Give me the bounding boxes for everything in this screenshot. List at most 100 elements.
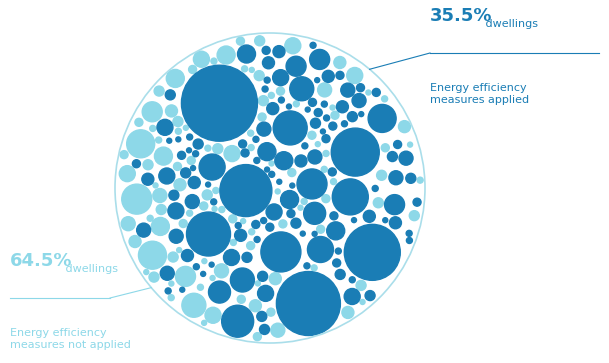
Circle shape [157,204,166,215]
Circle shape [406,237,412,244]
Circle shape [229,215,237,223]
Circle shape [267,103,279,115]
Circle shape [347,112,357,122]
Circle shape [188,176,200,188]
Circle shape [359,111,364,117]
Circle shape [168,252,178,262]
Circle shape [287,209,295,217]
Circle shape [413,198,421,206]
Circle shape [178,151,186,159]
Circle shape [253,136,259,142]
Circle shape [186,148,191,153]
Circle shape [308,150,322,164]
Circle shape [356,84,365,92]
Circle shape [335,269,345,280]
Circle shape [373,198,383,208]
Circle shape [119,166,135,182]
Circle shape [241,149,249,157]
Circle shape [202,321,206,325]
Circle shape [269,93,275,98]
Circle shape [389,217,401,229]
Circle shape [175,266,195,286]
Circle shape [331,111,339,119]
Circle shape [389,171,403,185]
Circle shape [194,51,209,67]
Circle shape [197,284,203,290]
Circle shape [235,223,241,229]
Circle shape [192,151,199,157]
Circle shape [258,113,266,121]
Circle shape [351,218,356,223]
Circle shape [208,281,230,303]
Circle shape [252,220,260,228]
Circle shape [153,188,167,203]
Circle shape [257,311,267,321]
Circle shape [417,177,423,183]
Circle shape [211,199,217,205]
Circle shape [142,173,154,185]
Circle shape [238,295,245,303]
Circle shape [143,160,153,170]
Circle shape [224,249,239,265]
Circle shape [308,131,316,139]
Circle shape [183,125,188,130]
Circle shape [165,90,175,100]
Circle shape [255,36,265,46]
Circle shape [236,37,244,45]
Circle shape [247,242,255,250]
Circle shape [259,325,270,334]
Circle shape [193,264,199,270]
Circle shape [122,184,152,214]
Circle shape [254,71,264,81]
Circle shape [342,306,354,318]
Circle shape [276,272,340,335]
Circle shape [273,70,289,86]
Circle shape [230,268,255,292]
Circle shape [271,323,285,337]
Circle shape [330,105,335,110]
Circle shape [310,42,316,48]
Circle shape [264,167,270,172]
Circle shape [304,202,326,224]
Circle shape [279,220,287,228]
Circle shape [336,248,341,254]
Circle shape [300,231,305,236]
Circle shape [182,293,206,317]
Circle shape [399,151,413,165]
Circle shape [304,263,310,269]
Circle shape [315,142,320,147]
Circle shape [166,105,177,117]
Circle shape [406,173,416,183]
Circle shape [230,240,236,245]
Circle shape [248,144,254,151]
Circle shape [329,122,337,130]
Circle shape [222,305,254,337]
Circle shape [179,220,187,228]
Circle shape [186,212,230,256]
Circle shape [342,121,348,127]
Circle shape [177,248,181,253]
Circle shape [121,217,135,231]
Circle shape [132,160,141,168]
Circle shape [381,144,389,152]
Circle shape [261,232,301,272]
Text: 64.5%: 64.5% [10,252,72,270]
Circle shape [333,179,368,215]
Circle shape [261,217,267,224]
Circle shape [255,281,260,286]
Circle shape [262,57,275,69]
Circle shape [331,179,337,185]
Circle shape [165,288,171,294]
Circle shape [311,118,320,128]
Circle shape [210,276,215,281]
Circle shape [160,266,174,280]
Circle shape [269,273,281,285]
Circle shape [266,204,282,220]
Circle shape [382,96,387,102]
Circle shape [320,129,325,134]
Circle shape [290,77,314,101]
Circle shape [331,128,379,176]
Circle shape [276,87,284,95]
Text: Energy efficiency
measures applied: Energy efficiency measures applied [430,83,529,105]
Circle shape [322,70,334,82]
